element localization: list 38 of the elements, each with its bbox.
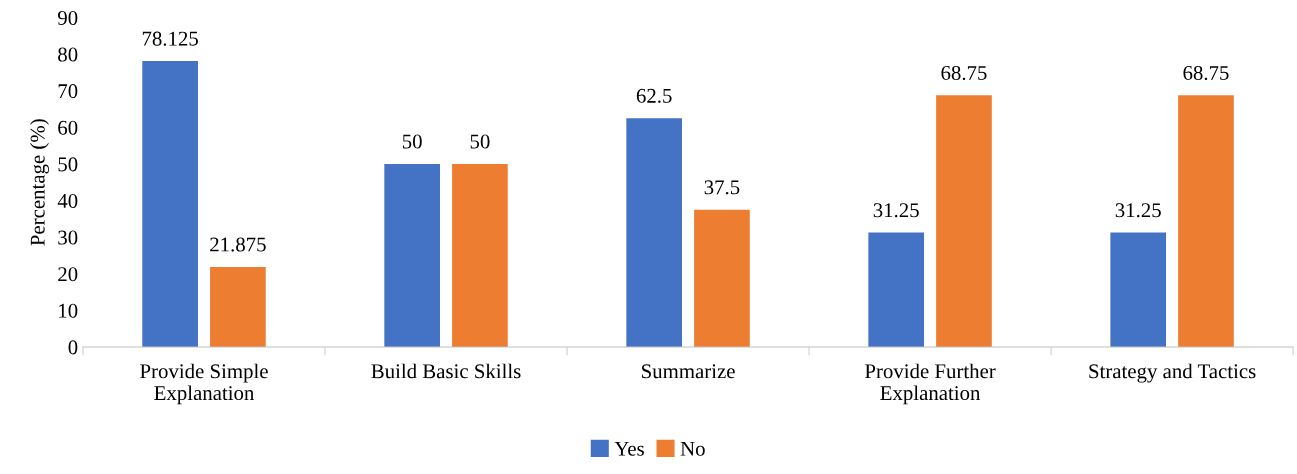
x-tick-label: Provide Further Explanation [865, 363, 996, 405]
data-label: 50 [402, 134, 422, 149]
data-label: 37.5 [704, 180, 740, 195]
bar [694, 209, 750, 347]
bar [210, 266, 266, 347]
x-tick-label: Build Basic Skills [371, 363, 521, 379]
x-tick-label: Summarize [642, 364, 735, 379]
x-tick-label: Provide Simple Explanation [140, 363, 268, 405]
bar [142, 61, 198, 347]
x-tick-label: Strategy and Tactics [1089, 363, 1256, 383]
data-label: 21.875 [210, 237, 266, 252]
data-label: 62.5 [636, 88, 672, 103]
bar [626, 118, 683, 347]
bar [1178, 95, 1234, 347]
y-tick-label: 80 [58, 47, 78, 62]
y-tick-label: 60 [58, 120, 78, 135]
y-tick-label: 0 [68, 340, 78, 355]
bar [936, 95, 992, 347]
data-label: 68.75 [941, 65, 987, 81]
y-tick-label: 90 [57, 10, 78, 25]
legend-label: No [680, 441, 705, 456]
data-label: 68.75 [1183, 65, 1229, 81]
bar [452, 163, 508, 347]
data-label: 78.125 [142, 31, 198, 46]
y-tick-label: 70 [58, 84, 78, 99]
data-label: 50 [470, 134, 490, 149]
y-tick-label: 50 [58, 157, 78, 172]
y-tick-label: 30 [58, 230, 78, 245]
legend-label: Yes [614, 441, 644, 456]
bar [1110, 232, 1167, 347]
y-tick-label: 10 [59, 303, 78, 318]
y-tick-label: 40 [57, 193, 78, 208]
data-label: 31.25 [1115, 203, 1161, 218]
bar [868, 232, 925, 347]
y-tick-label: 20 [58, 267, 78, 282]
data-label: 31.25 [873, 203, 919, 218]
bar [384, 163, 440, 347]
y-axis-title: Percentage (%) [30, 119, 49, 246]
